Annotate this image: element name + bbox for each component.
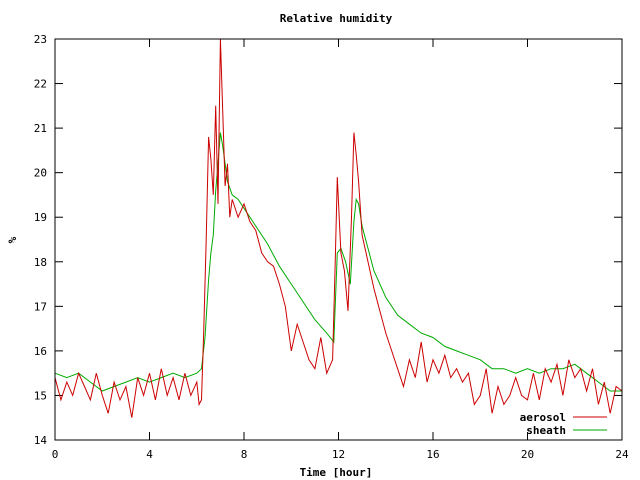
series-line-aerosol [54, 38, 623, 418]
y-tick-label: 22 [34, 78, 47, 91]
plot-frame [54, 38, 623, 441]
y-axis-label: % [6, 236, 19, 243]
x-tick-label: 12 [332, 448, 345, 461]
y-tick-label: 21 [34, 122, 47, 135]
y-tick-label: 17 [34, 300, 47, 313]
x-tick-label: 4 [146, 448, 153, 461]
x-tick-label: 8 [241, 448, 248, 461]
legend-label-sheath: sheath [526, 424, 566, 437]
x-axis-label: Time [hour] [300, 466, 373, 479]
series-line-sheath [54, 132, 622, 392]
series-layer [54, 38, 623, 418]
y-tick-label: 15 [34, 389, 47, 402]
y-tick-label: 16 [34, 345, 47, 358]
x-tick-label: 0 [52, 448, 59, 461]
x-tick-label: 16 [426, 448, 439, 461]
y-tick-label: 20 [34, 167, 47, 180]
x-tick-label: 24 [615, 448, 629, 461]
legend-label-aerosol: aerosol [520, 411, 566, 424]
x-tick-label: 20 [521, 448, 534, 461]
y-tick-label: 23 [34, 33, 47, 46]
axis-ticks: 14 15 16 17 18 19 20 21 22 23 0 4 8 12 16 20 24 [34, 33, 629, 461]
chart-title: Relative humidity [280, 12, 393, 25]
y-tick-label: 14 [34, 434, 48, 447]
y-tick-label: 19 [34, 211, 47, 224]
y-tick-label: 18 [34, 256, 47, 269]
